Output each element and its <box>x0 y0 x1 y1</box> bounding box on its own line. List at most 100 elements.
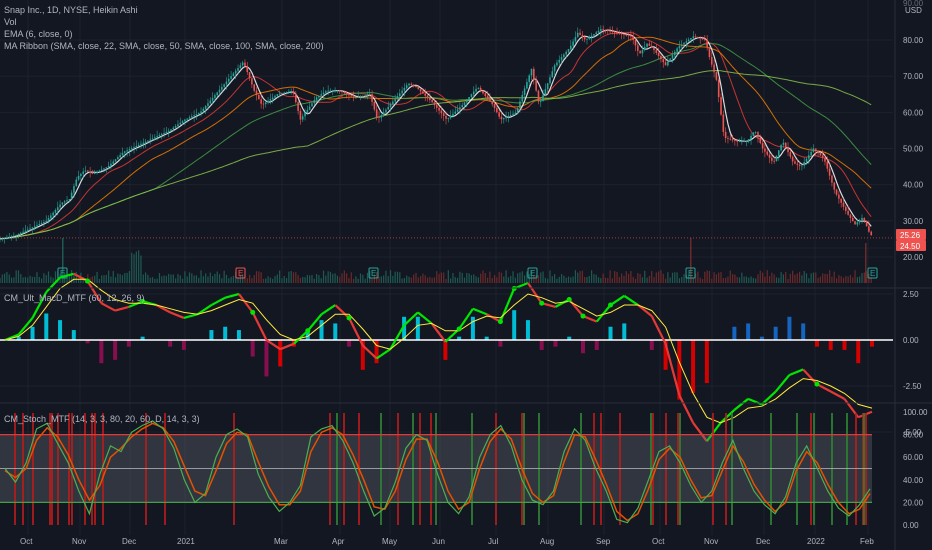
candle-body <box>565 51 567 55</box>
volume-bar <box>346 273 348 283</box>
stoch-d-line <box>4 422 871 522</box>
volume-bar <box>75 271 77 283</box>
volume-bar <box>47 271 50 283</box>
volume-bar <box>866 271 868 283</box>
volume-bar <box>156 278 158 283</box>
candle-body <box>343 92 346 94</box>
ma-ribbon <box>0 29 893 240</box>
candle-body <box>459 107 461 110</box>
candle-body <box>461 105 463 108</box>
volume-bar <box>526 271 528 283</box>
macd-histogram-bar <box>250 340 255 357</box>
candle-body <box>496 107 498 113</box>
volume-bar <box>373 274 375 283</box>
candle-body <box>156 136 158 138</box>
candle-body <box>221 87 223 90</box>
macd-histogram-bar <box>870 340 874 347</box>
volume-bar <box>383 275 385 283</box>
volume-bar <box>242 274 244 283</box>
macd-cross-dot <box>580 313 586 319</box>
candle-body <box>604 29 607 31</box>
earnings-marker <box>57 267 68 279</box>
candle-body <box>539 101 542 102</box>
candle-body <box>320 94 323 96</box>
volume-bar <box>450 278 452 283</box>
volume-bar <box>692 278 694 283</box>
candle-body <box>382 112 385 116</box>
candle-body <box>516 107 519 113</box>
candle-body <box>70 192 73 200</box>
candle-body <box>89 171 91 173</box>
volume-bar <box>170 274 172 283</box>
time-axis[interactable]: Oct Nov Dec 2021 Mar Apr May Jun Jul Aug Sep Oct Nov… <box>20 537 874 546</box>
candle-body <box>773 160 775 162</box>
stoch-tick-label: 20.00 <box>903 498 924 507</box>
macd-histogram-bar <box>319 320 324 340</box>
candle-body <box>184 119 186 122</box>
macd-histogram-bar <box>470 316 475 340</box>
macd-line-segment <box>733 398 749 411</box>
symbol-line[interactable]: Snap Inc., 1D, NYSE, Heikin Ashi <box>4 5 138 15</box>
candle-body <box>572 41 574 46</box>
candle-body <box>248 72 251 79</box>
volume-bar <box>808 278 810 283</box>
candle-body <box>743 141 745 143</box>
volume-bar <box>711 278 713 283</box>
volume-bar <box>181 278 184 283</box>
candle-body <box>77 175 80 180</box>
stoch-title[interactable]: CM_Stoch_MTF (14, 3, 3, 80, 20, 60, D, 1… <box>4 414 200 424</box>
time-tick-label: Jul <box>488 537 498 546</box>
volume-bar <box>426 277 429 283</box>
volume-bar <box>165 275 167 283</box>
macd-histogram-bar <box>347 340 352 347</box>
macd-line-segment <box>265 339 281 351</box>
volume-legend[interactable]: Vol <box>4 17 17 27</box>
volume-bar <box>523 275 526 283</box>
candle-body <box>570 45 572 50</box>
macd-line-segment <box>114 305 130 312</box>
macd-title[interactable]: CM_Ult_MacD_MTF (60, 12, 26, 9) <box>4 293 145 303</box>
volume-bar <box>510 275 512 283</box>
candle-body <box>426 95 429 98</box>
volume-bar <box>343 270 345 283</box>
candle-body <box>352 96 355 98</box>
volume-bar <box>782 274 785 283</box>
candle-body <box>114 159 117 162</box>
volume-bar <box>493 275 496 283</box>
volume-bar <box>498 271 500 283</box>
volume-bar <box>634 278 637 283</box>
volume-bar <box>223 270 225 283</box>
candle-body <box>868 226 870 232</box>
candle-body <box>865 220 868 227</box>
candle-body <box>264 102 267 105</box>
macd-histogram-bar <box>581 340 585 354</box>
candle-body <box>276 94 279 96</box>
volume-bar <box>366 272 369 283</box>
ema-legend[interactable]: EMA (6, close, 0) <box>4 29 73 39</box>
candle-body <box>579 32 581 35</box>
volume-bar <box>607 277 609 283</box>
earnings-marker-label: E <box>870 269 875 278</box>
volume-bar <box>309 275 311 283</box>
candle-body <box>119 155 121 158</box>
macd-line-segment <box>17 317 34 336</box>
volume-bar <box>810 273 812 283</box>
ribbon-legend[interactable]: MA Ribbon (SMA, close, 22, SMA, close, 5… <box>4 41 324 51</box>
macd-histogram-bar <box>594 340 599 350</box>
price-tick-label: 70.00 <box>903 72 924 81</box>
volume-bar <box>840 276 842 283</box>
candle-body <box>149 139 152 141</box>
candle-body <box>355 97 357 99</box>
volume-bar <box>701 278 704 283</box>
candle-body <box>144 141 147 143</box>
time-tick-label: Aug <box>540 537 554 546</box>
candle-body <box>123 151 126 153</box>
volume-bar <box>736 276 738 283</box>
candle-body <box>255 90 258 95</box>
candle-body <box>870 231 873 236</box>
candle-body <box>26 229 29 231</box>
macd-histogram-bar <box>759 336 764 340</box>
